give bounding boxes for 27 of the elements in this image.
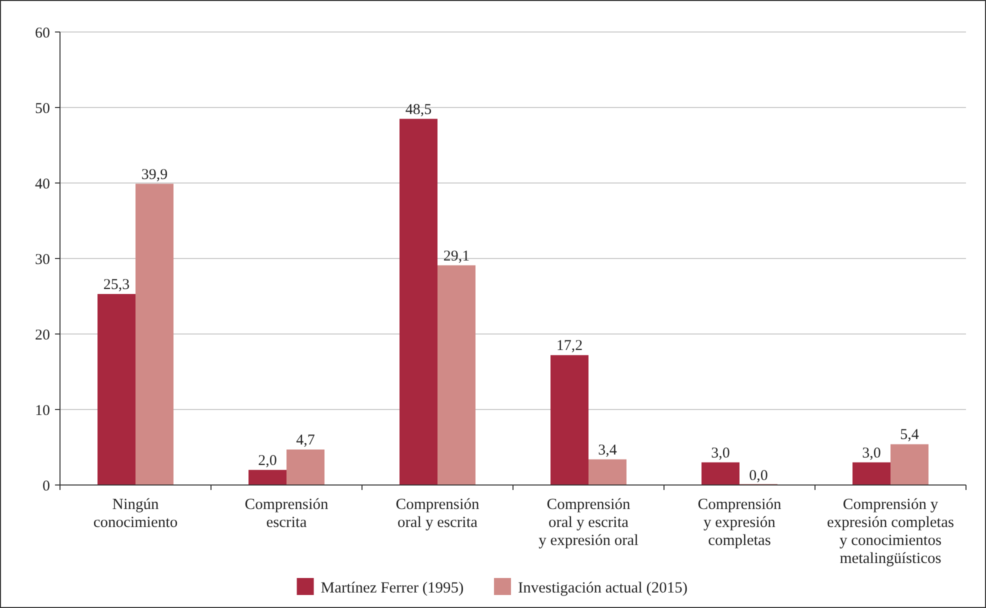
- y-tick-label: 20: [35, 327, 50, 344]
- y-tick-label: 40: [35, 176, 50, 192]
- x-tick-label: Comprensión y expresión completas: [698, 496, 782, 549]
- x-tick-label: Comprensión oral y escrita y expresión oral: [538, 496, 638, 549]
- data-label: 3,0: [862, 445, 881, 462]
- data-label: 3,4: [598, 442, 618, 458]
- x-tick-label: Ningún conocimiento: [93, 496, 178, 531]
- data-label: 17,2: [556, 338, 583, 354]
- y-tick-label: 60: [35, 25, 50, 42]
- x-tick-label: Comprensión oral y escrita: [396, 496, 480, 531]
- data-label: 2,0: [258, 452, 277, 469]
- legend-label: Investigación actual (2015): [518, 579, 688, 596]
- data-label: 29,1: [443, 248, 470, 264]
- y-tick-label: 30: [35, 252, 50, 268]
- y-tick-label: 50: [35, 100, 50, 117]
- data-label: 25,3: [103, 276, 130, 293]
- y-tick-label: 0: [42, 478, 50, 494]
- y-tick-label: 10: [35, 402, 50, 419]
- legend-label: Martínez Ferrer (1995): [320, 579, 464, 596]
- x-tick-label: Comprensión escrita: [244, 496, 329, 531]
- data-label: 5,4: [900, 427, 920, 444]
- data-label: 4,7: [296, 432, 316, 449]
- x-tick-label: Comprensión y expresión completas y conocimientos metalingüísticos: [827, 496, 954, 567]
- data-label: 39,9: [141, 166, 168, 183]
- data-label: 0,0: [749, 468, 768, 484]
- data-label: 48,5: [405, 102, 432, 118]
- data-label: 3,0: [711, 445, 730, 462]
